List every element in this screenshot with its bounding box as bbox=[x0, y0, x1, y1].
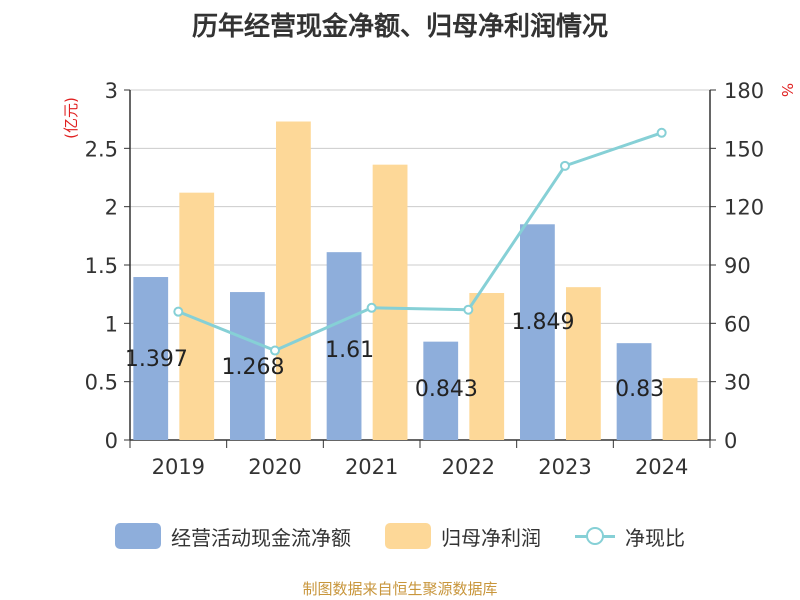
bar-cashflow bbox=[133, 277, 169, 440]
x-tick-label: 2022 bbox=[442, 455, 495, 479]
data-label-cashflow: 0.83 bbox=[615, 377, 664, 402]
bar-cashflow bbox=[423, 341, 459, 440]
y-left-tick-label: 0 bbox=[105, 429, 118, 453]
y-left-tick-label: 2 bbox=[105, 196, 118, 220]
bar-cashflow bbox=[230, 292, 265, 440]
ratio-point bbox=[173, 306, 184, 317]
bar-net-profit bbox=[662, 378, 698, 440]
data-label-cashflow: 1.397 bbox=[125, 347, 188, 372]
source-note: 制图数据来自恒生聚源数据库 bbox=[302, 580, 498, 598]
y-left-tick-label: 1.5 bbox=[85, 254, 118, 278]
data-label-cashflow: 1.61 bbox=[325, 338, 374, 363]
legend-item-ratio[interactable]: 净现比 bbox=[575, 522, 685, 551]
legend-swatch-cashflow bbox=[115, 523, 161, 549]
legend: 经营活动现金流净额 归母净利润 净现比 bbox=[0, 516, 800, 556]
legend-line-marker-icon bbox=[575, 524, 615, 548]
legend-label-cashflow: 经营活动现金流净额 bbox=[171, 525, 351, 550]
y-right-tick-label: 0 bbox=[724, 429, 737, 453]
y-right-tick-label: 30 bbox=[724, 371, 751, 395]
y-right-unit-label: % bbox=[778, 83, 796, 97]
y-right-tick-label: 180 bbox=[724, 79, 764, 103]
legend-swatch-net-profit bbox=[385, 523, 431, 549]
bar-net-profit bbox=[276, 121, 311, 440]
data-label-cashflow: 0.843 bbox=[415, 377, 478, 402]
x-tick-label: 2024 bbox=[635, 455, 688, 479]
data-label-cashflow: 1.849 bbox=[512, 310, 575, 335]
legend-item-net-profit[interactable]: 归母净利润 bbox=[385, 522, 541, 551]
legend-label-net-profit: 归母净利润 bbox=[441, 525, 541, 550]
ratio-point bbox=[463, 304, 474, 315]
bar-net-profit bbox=[469, 293, 505, 440]
y-right-tick-label: 60 bbox=[724, 312, 751, 336]
bar-net-profit bbox=[179, 192, 215, 440]
y-left-unit-label: (亿元) bbox=[62, 97, 80, 139]
ratio-point bbox=[270, 345, 280, 356]
ratio-line bbox=[177, 131, 663, 353]
x-tick-label: 2023 bbox=[538, 455, 591, 479]
y-right-tick-label: 120 bbox=[724, 196, 764, 220]
chart-title: 历年经营现金净额、归母净利润情况 bbox=[191, 12, 608, 42]
x-tick-label: 2019 bbox=[152, 455, 205, 479]
bar-cashflow bbox=[326, 252, 362, 440]
legend-label-ratio: 净现比 bbox=[625, 525, 685, 550]
x-tick-label: 2020 bbox=[248, 455, 301, 479]
bar-cashflow bbox=[520, 224, 555, 440]
ratio-point bbox=[560, 160, 570, 171]
y-left-tick-label: 3 bbox=[105, 79, 118, 103]
data-label-cashflow: 1.268 bbox=[222, 355, 285, 380]
bar-net-profit bbox=[566, 287, 601, 440]
y-left-tick-label: 0.5 bbox=[85, 371, 118, 395]
y-right-tick-label: 90 bbox=[724, 254, 751, 278]
x-tick-label: 2021 bbox=[345, 455, 398, 479]
legend-item-cashflow[interactable]: 经营活动现金流净额 bbox=[115, 522, 351, 551]
ratio-point bbox=[366, 302, 377, 313]
y-left-tick-label: 1 bbox=[105, 312, 118, 336]
y-right-tick-label: 150 bbox=[724, 137, 764, 161]
bar-cashflow bbox=[616, 343, 652, 440]
bar-net-profit bbox=[372, 164, 408, 440]
ratio-point bbox=[656, 127, 667, 138]
y-left-tick-label: 2.5 bbox=[85, 137, 118, 161]
